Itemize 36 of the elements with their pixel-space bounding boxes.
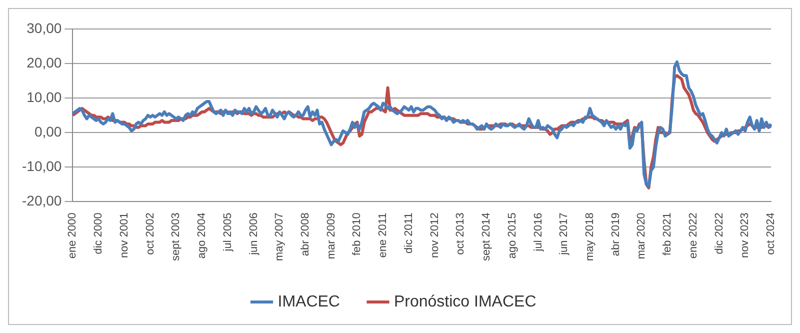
x-tick-label: oct 2013 — [454, 212, 467, 255]
x-tick-label: dic 2011 — [402, 212, 415, 254]
x-tick-label: mar 2020 — [636, 212, 648, 260]
x-tick-label: jun 2017 — [558, 212, 570, 256]
legend-label: Pronóstico IMACEC — [394, 293, 536, 310]
x-tick-label: ago 2004 — [196, 212, 208, 259]
y-tick-label: -20,00 — [22, 192, 62, 209]
x-tick-label: ago 2015 — [506, 212, 518, 259]
x-tick-label: dic 2000 — [92, 212, 105, 254]
x-tick-label: feb 2010 — [351, 212, 364, 256]
x-tick-label: jun 2006 — [248, 212, 260, 256]
x-tick-label: abr 2008 — [299, 212, 312, 256]
x-tick-label: nov 2023 — [739, 212, 752, 258]
x-tick-label: oct 2002 — [144, 212, 156, 255]
x-tick-label: ene 2022 — [687, 212, 700, 259]
legend-label: IMACEC — [278, 293, 340, 310]
y-tick-label: -10,00 — [22, 158, 62, 174]
x-tick-label: nov 2012 — [428, 212, 441, 258]
y-tick-label: 0,00 — [34, 123, 62, 140]
y-tick-label: 10,00 — [26, 88, 62, 105]
y-tick-label: 20,00 — [26, 54, 62, 70]
x-tick-label: jul 2005 — [222, 212, 234, 252]
x-tick-label: mar 2009 — [325, 212, 338, 260]
x-tick-label: oct 2024 — [765, 212, 778, 255]
x-tick-label: abr 2019 — [610, 212, 622, 256]
y-tick-label: 30,00 — [26, 20, 62, 36]
x-tick-label: ene 2011 — [377, 212, 390, 258]
x-tick-label: dic 2022 — [713, 212, 726, 254]
x-tick-label: sept 2003 — [170, 212, 182, 262]
x-tick-label: may 2007 — [274, 212, 286, 261]
x-tick-label: feb 2021 — [662, 212, 674, 256]
x-tick-label: sept 2014 — [480, 212, 493, 262]
x-tick-label: may 2018 — [584, 212, 596, 261]
x-tick-label: nov 2001 — [118, 212, 130, 258]
x-tick-label: jul 2016 — [532, 212, 544, 252]
x-tick-label: ene 2000 — [66, 212, 79, 259]
